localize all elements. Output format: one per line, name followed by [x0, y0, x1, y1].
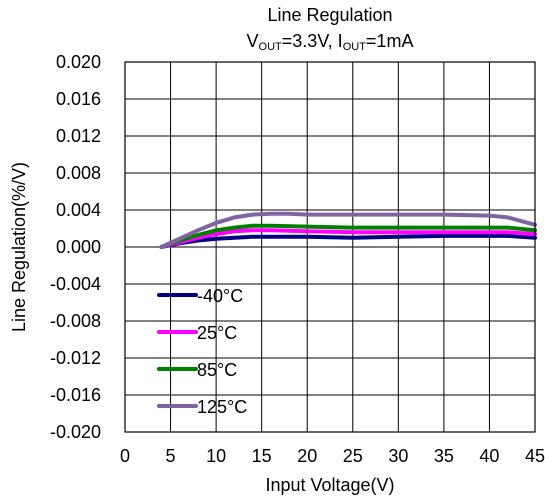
y-tick-label: 0.020: [56, 52, 101, 72]
x-tick-label: 40: [479, 446, 499, 466]
y-tick-label: -0.020: [50, 422, 101, 442]
x-tick-label: 15: [252, 446, 272, 466]
x-tick-label: 30: [388, 446, 408, 466]
legend-label: 85°C: [197, 360, 237, 380]
x-tick-labels: 0 5 10 15 20 25 30 35 40 45: [120, 446, 545, 466]
x-tick-label: 10: [206, 446, 226, 466]
y-tick-label: 0.004: [56, 200, 101, 220]
series-line-0: [159, 233, 537, 249]
subtitle-v-sub: OUT: [258, 41, 282, 53]
legend-label: -40°C: [197, 286, 243, 306]
grid: [124, 61, 536, 433]
series-lines: [159, 211, 537, 249]
subtitle-i-sub: OUT: [342, 41, 366, 53]
chart-subtitle: VOUT=3.3V, IOUT=1mA: [125, 31, 535, 53]
y-tick-label: 0.012: [56, 126, 101, 146]
chart-title: Line Regulation: [267, 5, 393, 25]
y-tick-label: -0.016: [50, 385, 101, 405]
x-tick-label: 5: [166, 446, 176, 466]
legend-label: 125°C: [197, 397, 247, 417]
subtitle-v-val: =3.3V,: [281, 31, 338, 51]
plot-border: [124, 61, 536, 433]
y-tick-label: -0.008: [50, 311, 101, 331]
y-tick-label: 0.008: [56, 163, 101, 183]
series-line-2: [159, 223, 537, 249]
y-axis-label: Line Regulation(%/V): [9, 162, 29, 332]
subtitle-i: I: [337, 31, 343, 51]
subtitle-v: V: [246, 31, 259, 51]
legend-label: 25°C: [197, 323, 237, 343]
subtitle-i-val: =1mA: [365, 31, 414, 51]
x-tick-label: 20: [297, 446, 317, 466]
series-line-3: [159, 211, 537, 249]
y-tick-labels: 0.020 0.016 0.012 0.008 0.004 0.000 -0.004 -0.0…: [50, 52, 101, 442]
x-tick-label: 0: [120, 446, 130, 466]
legend: -40°C 25°C 85°C 125°C: [157, 286, 247, 417]
x-tick-label: 25: [343, 446, 363, 466]
x-tick-label: 35: [434, 446, 454, 466]
y-tick-label: -0.012: [50, 348, 101, 368]
series-line-1: [159, 228, 537, 249]
y-tick-label: 0.016: [56, 89, 101, 109]
x-axis-label: Input Voltage(V): [265, 475, 394, 495]
y-tick-label: -0.004: [50, 274, 101, 294]
x-tick-label: 45: [525, 446, 545, 466]
y-tick-label: 0.000: [56, 237, 101, 257]
